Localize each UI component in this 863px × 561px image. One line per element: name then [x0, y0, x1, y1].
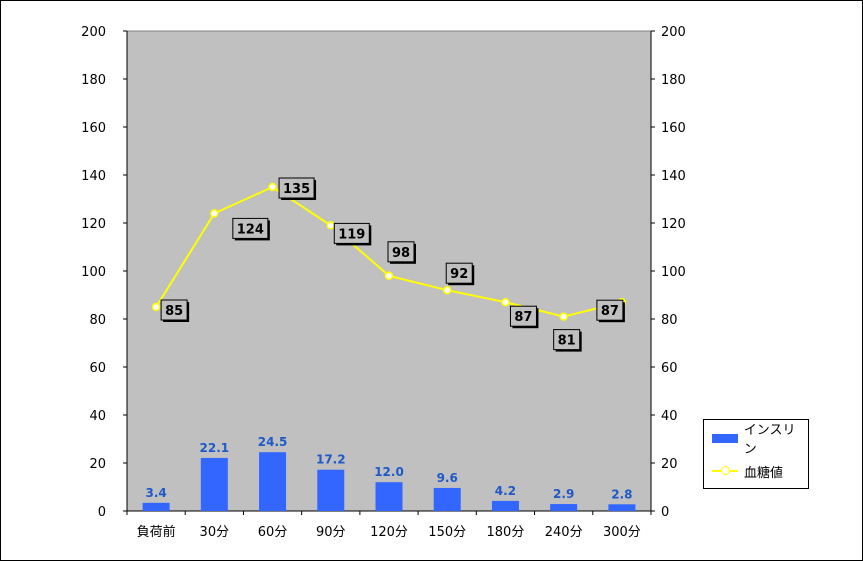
right-tick-label: 180	[661, 73, 686, 88]
right-tick-label: 140	[661, 169, 686, 184]
glucose-label: 81	[558, 334, 576, 349]
glucose-label-box	[445, 262, 473, 284]
insulin-bar	[433, 487, 461, 511]
glucose-label: 85	[165, 304, 183, 319]
glucose-point	[384, 271, 394, 281]
right-tick-label: 40	[661, 409, 678, 424]
category-label: 30分	[200, 525, 230, 540]
glucose-label-box	[387, 241, 415, 263]
glucose-label-box	[333, 222, 370, 244]
right-tick-label: 60	[661, 361, 678, 376]
glucose-label: 124	[237, 222, 264, 237]
insulin-bar	[142, 502, 170, 511]
right-tick-label: 100	[661, 265, 686, 280]
glucose-label: 92	[450, 267, 468, 282]
insulin-bar-label: 3.4	[145, 486, 166, 500]
glucose-label-box	[278, 177, 315, 199]
left-tick-label: 200	[81, 25, 106, 40]
legend: インスリン 血糖値	[703, 419, 809, 489]
glucose-label: 135	[283, 182, 310, 197]
glucose-label-box	[596, 299, 624, 321]
right-tick-label: 160	[661, 121, 686, 136]
right-tick-label: 120	[661, 217, 686, 232]
insulin-bar-label: 2.9	[553, 487, 574, 501]
category-label: 負荷前	[137, 524, 176, 540]
legend-item-glucose: 血糖値	[712, 461, 783, 481]
category-label: 90分	[316, 525, 346, 540]
left-tick-label: 180	[81, 73, 106, 88]
legend-item-insulin: インスリン	[712, 423, 808, 457]
insulin-bar-label: 17.2	[316, 453, 346, 467]
legend-swatch-line	[712, 465, 738, 477]
insulin-bar-labels: 3.4 22.1 24.5 17.2 12.0 9.6 4.2 2.9 2.8	[145, 435, 632, 501]
category-labels: 負荷前 30分 60分 90分 120分 150分 180分 240分 300分	[126, 511, 652, 540]
category-label: 120分	[370, 525, 408, 540]
legend-swatch-bar	[712, 433, 738, 443]
glucose-point	[501, 297, 510, 307]
glucose-label: 87	[514, 310, 532, 325]
insulin-bars	[142, 452, 636, 511]
glucose-label-box	[232, 217, 269, 239]
right-axis-ticks: 0 20 40 60 80 100 120 140 160 180 200	[651, 25, 686, 520]
glucose-point	[326, 221, 336, 230]
insulin-bar	[550, 504, 578, 511]
insulin-bar-label: 22.1	[200, 441, 230, 455]
insulin-bar	[200, 457, 228, 511]
category-label: 300分	[603, 525, 641, 540]
glucose-point	[559, 312, 568, 321]
category-label: 240分	[545, 525, 583, 540]
insulin-bar	[608, 504, 636, 511]
glucose-label: 119	[338, 227, 365, 242]
glucose-label-box	[509, 305, 537, 327]
insulin-bar	[259, 452, 287, 511]
legend-label-glucose: 血糖値	[744, 465, 784, 481]
left-tick-label: 140	[81, 169, 106, 184]
glucose-label-box	[553, 329, 581, 351]
left-axis-ticks: 0 20 40 60 80 100 120 140 160 180 200	[81, 25, 127, 520]
insulin-bar	[317, 469, 345, 511]
insulin-bar-label: 9.6	[437, 471, 458, 485]
right-tick-label: 80	[661, 313, 678, 328]
glucose-label: 98	[392, 246, 410, 261]
glucose-label-box	[160, 299, 188, 321]
left-tick-label: 40	[89, 409, 106, 424]
left-tick-label: 20	[89, 457, 106, 472]
left-tick-label: 100	[81, 265, 106, 280]
left-tick-label: 0	[98, 505, 106, 520]
right-tick-label: 20	[661, 457, 678, 472]
insulin-bar-label: 12.0	[374, 465, 404, 479]
glucose-point	[210, 209, 219, 218]
left-tick-label: 80	[89, 313, 106, 328]
glucose-point	[151, 302, 161, 312]
left-tick-label: 160	[81, 121, 106, 136]
glucose-label: 87	[601, 304, 619, 319]
category-label: 180分	[487, 525, 525, 540]
insulin-bar-label: 24.5	[258, 435, 288, 449]
category-label: 60分	[258, 525, 288, 540]
glucose-point	[268, 182, 277, 192]
left-tick-label: 120	[81, 217, 106, 232]
legend-label-insulin: インスリン	[743, 423, 796, 457]
left-tick-label: 60	[89, 361, 106, 376]
glucose-line-labels: 85 124 135 119 98 92 87 81 87	[160, 177, 625, 352]
category-label: 150分	[428, 525, 466, 540]
right-tick-label: 0	[661, 505, 669, 520]
glucose-point	[442, 285, 452, 295]
insulin-bar-label: 2.8	[611, 487, 632, 501]
plot-area	[126, 30, 652, 512]
insulin-bar	[375, 482, 403, 511]
insulin-bar-label: 4.2	[495, 484, 516, 498]
insulin-bar	[491, 500, 519, 511]
right-tick-label: 200	[661, 25, 686, 40]
